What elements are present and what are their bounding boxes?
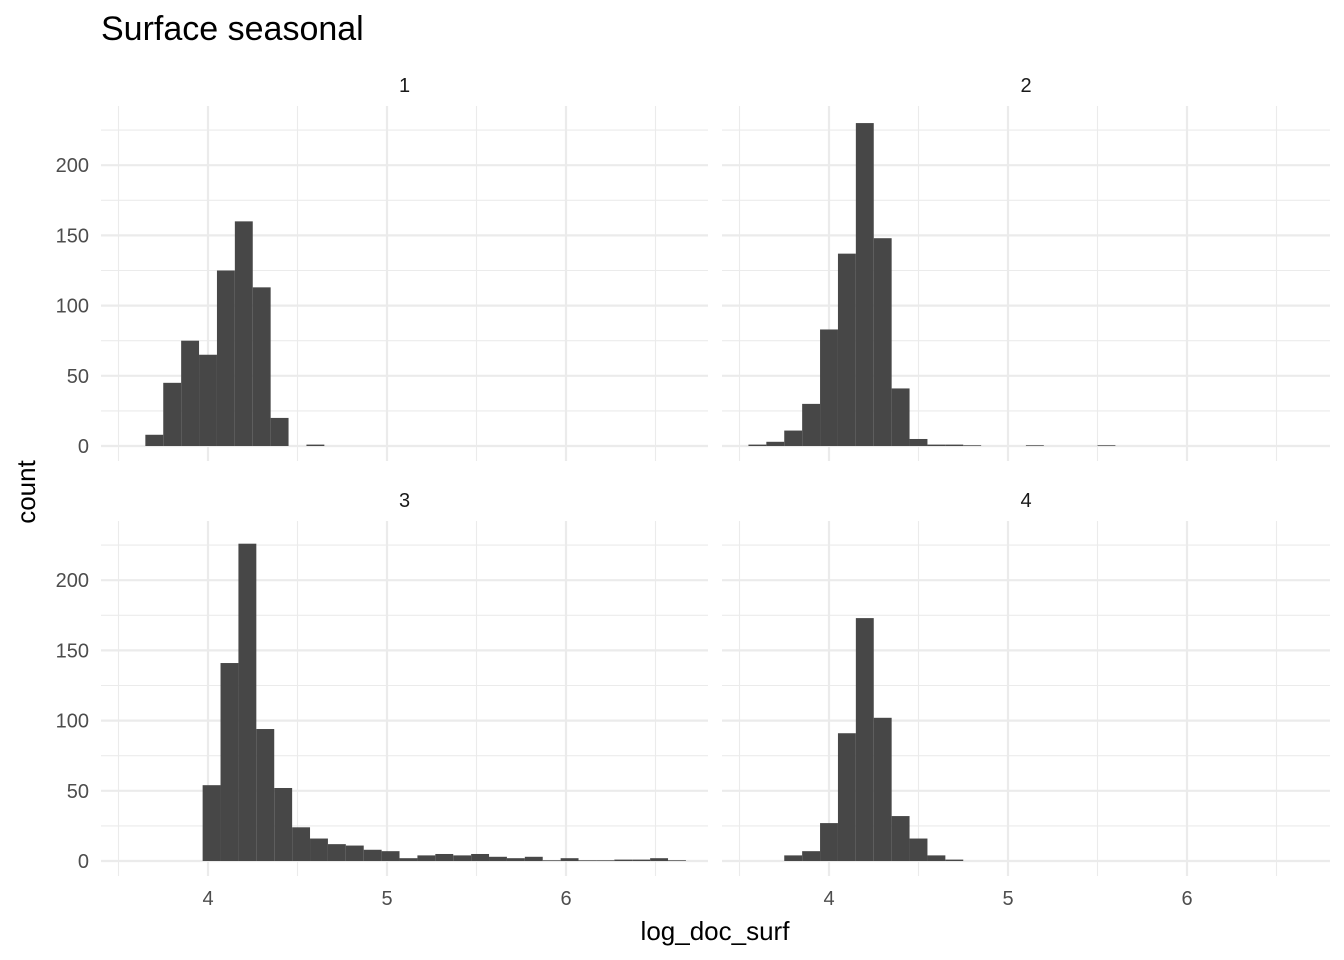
histogram-bar [855,618,874,861]
histogram-bar [274,787,293,861]
y-tick-label: 100 [56,296,89,318]
histogram-bar [1097,445,1116,446]
histogram-bar [873,238,892,446]
histogram-bar [524,856,543,861]
y-tick-label: 0 [78,851,89,873]
histogram-bar [435,853,454,861]
histogram-bar [837,733,856,861]
histogram-bar [891,388,910,446]
histogram-bar [802,851,821,861]
x-tick-label: 6 [560,888,571,910]
y-tick-label: 200 [56,570,89,592]
histogram-bar [578,860,597,861]
histogram-bar [748,444,767,446]
histogram-bar [927,855,946,861]
y-tick-label: 150 [56,640,89,662]
y-tick-label: 0 [78,436,89,458]
gridlines [101,106,708,461]
histogram-bar [909,838,928,861]
histogram-bar [873,717,892,861]
y-tick-label: 50 [67,781,89,803]
histogram-bar [199,354,217,446]
histogram-bar [417,855,436,861]
facet-panel-3: 3 0 50 100 150 200 4 5 6 [56,490,708,910]
histogram-bar [784,430,803,446]
facet-strip-label: 4 [1020,490,1031,512]
x-tick-label: 5 [381,888,392,910]
histogram-bar [596,860,615,861]
histogram-bar [1025,445,1044,446]
histogram-bar [945,444,964,446]
histogram-bar [668,860,686,861]
facet-panel-4: 4 4 5 6 [722,490,1330,910]
histogram-bar [927,444,946,446]
x-axis-title: log_doc_surf [641,916,791,946]
histogram-bar [238,543,257,861]
facet-strip-label: 2 [1020,75,1031,97]
facet-strip-label: 1 [399,75,410,97]
histogram-bar [632,859,651,861]
histogram-bar [820,329,838,446]
histogram-bar [145,434,164,446]
x-tick-label: 5 [1002,888,1013,910]
y-tick-label: 100 [56,711,89,733]
y-tick-label: 50 [67,366,89,388]
histogram-bar [234,221,253,446]
histogram-bar [163,382,182,446]
histogram-bar [306,444,325,446]
y-tick-label: 150 [56,225,89,247]
histogram-bar [252,287,271,446]
histogram-bar [399,858,418,861]
histogram-bar [650,858,669,861]
x-tick-label: 4 [202,888,213,910]
histogram-bar [345,845,364,861]
histogram-bar [310,838,328,861]
histogram-bar [181,340,200,446]
histogram-bar [327,844,346,861]
facet-panels: 1 0 50 100 150 200 2 3 0 50 100 150 200 4 5 6 4 4 5 6 [56,75,1330,910]
histogram-bar [820,823,838,861]
histogram-bar [256,729,275,861]
histogram-bar [614,859,633,861]
y-axis-title: count [11,459,41,523]
histogram-bar [270,417,289,446]
gridlines [722,521,1330,876]
histogram-bar [363,849,382,861]
x-tick-label: 4 [823,888,834,910]
histogram-bar [381,851,400,861]
histogram-bar [855,123,874,446]
histogram-bar [837,253,856,446]
histogram-bar [542,860,561,861]
histogram-bar [471,853,490,861]
facet-strip-label: 3 [399,490,410,512]
histogram-bar [909,438,928,446]
gridlines [101,521,708,876]
histogram-bar [216,270,235,446]
histogram-bar [802,403,821,446]
histogram-bar [489,856,507,861]
histogram-bar [891,816,910,861]
histogram-bar [202,785,221,861]
histogram-bar [292,827,311,861]
histogram-bar [560,858,579,861]
chart-title: Surface seasonal [101,10,364,48]
facet-panel-1: 1 0 50 100 150 200 [56,75,708,461]
x-tick-label: 6 [1181,888,1192,910]
histogram-bar [506,858,525,861]
histogram-bar [766,441,785,446]
histogram-bar [784,855,803,861]
y-tick-label: 200 [56,155,89,177]
facet-panel-2: 2 [722,75,1330,461]
histogram-bar [963,445,982,446]
histogram-bar [945,859,964,861]
histogram-bar [453,855,472,861]
histogram-bar [220,663,239,861]
